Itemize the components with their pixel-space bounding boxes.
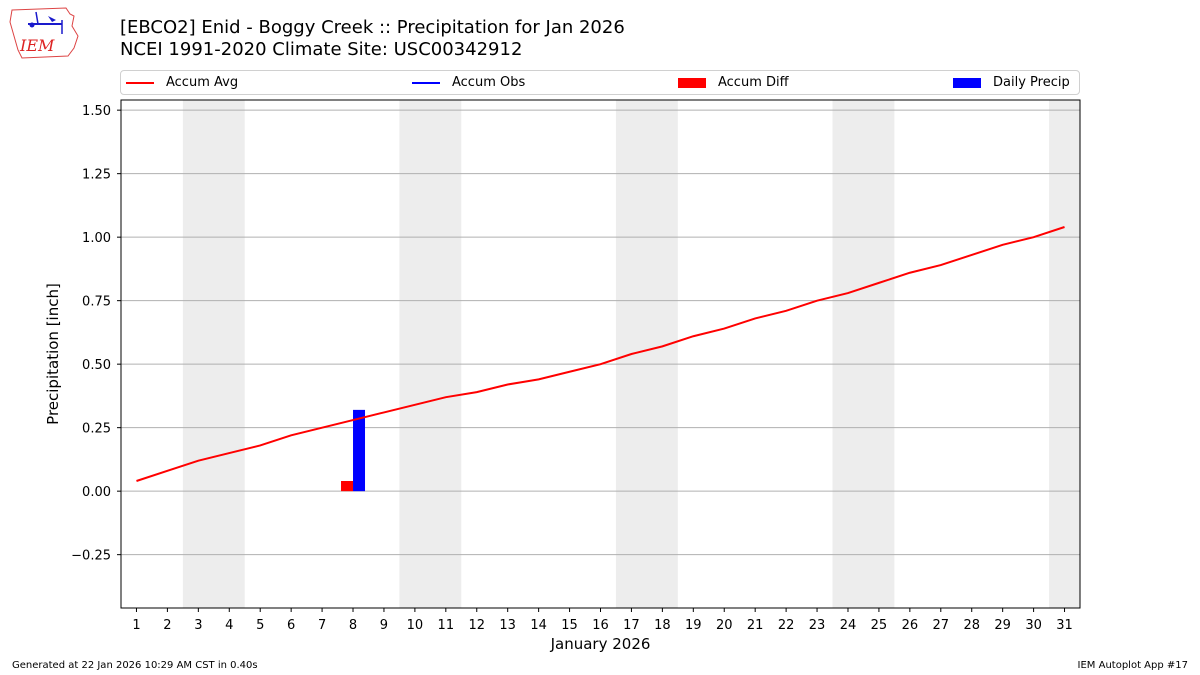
blue-patch-icon [953,77,981,88]
legend-accum-diff: Accum Diff [678,71,789,94]
y-tick-label: 1.50 [82,104,111,119]
iem-logo: IEM [8,6,80,60]
accum-diff-bar [341,481,354,492]
y-axis-label: Precipitation [inch] [44,283,62,425]
x-tick-label: 18 [654,618,671,633]
chart-legend: Accum Avg Accum Obs Accum Diff Daily Pre… [120,70,1080,95]
y-tick-label: 0.75 [82,295,111,310]
blue-line-icon [412,81,440,84]
x-tick-label: 31 [1056,618,1073,633]
y-tick-label: 0.50 [82,358,111,373]
x-axis-label: January 2026 [550,635,651,653]
chart-title: [EBCO2] Enid - Boggy Creek :: Precipitat… [120,17,625,61]
y-tick-label: 1.25 [82,168,111,183]
x-tick-label: 22 [778,618,795,633]
y-tick-label: 0.00 [82,485,111,500]
weekend-band [1049,100,1080,608]
x-tick-label: 7 [318,618,326,633]
x-tick-label: 29 [994,618,1011,633]
daily-precip-bar [353,409,366,492]
x-tick-label: 8 [349,618,357,633]
x-tick-label: 11 [438,618,455,633]
x-tick-label: 1 [132,618,140,633]
x-tick-label: 9 [380,618,388,633]
legend-daily-precip: Daily Precip [953,71,1070,94]
x-tick-label: 26 [902,618,919,633]
x-tick-label: 21 [747,618,764,633]
weekend-band [832,100,895,608]
x-tick-label: 15 [561,618,578,633]
x-tick-label: 30 [1025,618,1042,633]
title-line-1: [EBCO2] Enid - Boggy Creek :: Precipitat… [120,17,625,38]
x-tick-label: 4 [225,618,233,633]
x-tick-label: 12 [468,618,485,633]
x-tick-label: 24 [840,618,857,633]
x-tick-label: 17 [623,618,640,633]
red-line-icon [126,81,154,84]
app-label: IEM Autoplot App #17 [1077,660,1188,671]
title-line-2: NCEI 1991-2020 Climate Site: USC00342912 [120,39,523,60]
y-tick-label: −0.25 [71,549,111,564]
red-patch-icon [678,77,706,88]
legend-accum-avg: Accum Avg [126,71,238,94]
x-tick-label: 14 [530,618,547,633]
weekend-band [399,100,462,608]
legend-label: Accum Diff [718,75,789,90]
legend-label: Accum Obs [452,75,526,90]
x-tick-label: 13 [499,618,516,633]
x-tick-label: 27 [933,618,950,633]
legend-label: Daily Precip [993,75,1070,90]
axes-frame [120,99,1081,609]
x-tick-label: 6 [287,618,295,633]
x-tick-label: 23 [809,618,826,633]
x-tick-label: 19 [685,618,702,633]
y-tick-label: 1.00 [82,231,111,246]
x-tick-label: 25 [871,618,888,633]
x-tick-label: 2 [163,618,171,633]
svg-text:IEM: IEM [19,36,55,55]
x-tick-label: 10 [407,618,424,633]
legend-label: Accum Avg [166,75,239,90]
weekend-band [615,100,678,608]
weekend-band [182,100,245,608]
y-tick-label: 0.25 [82,422,111,437]
x-tick-label: 16 [592,618,609,633]
generated-timestamp: Generated at 22 Jan 2026 10:29 AM CST in… [12,660,258,671]
x-tick-label: 3 [194,618,202,633]
x-tick-label: 20 [716,618,733,633]
legend-accum-obs: Accum Obs [412,71,525,94]
x-tick-label: 5 [256,618,264,633]
accum-avg-line [136,226,1065,482]
x-tick-label: 28 [963,618,980,633]
